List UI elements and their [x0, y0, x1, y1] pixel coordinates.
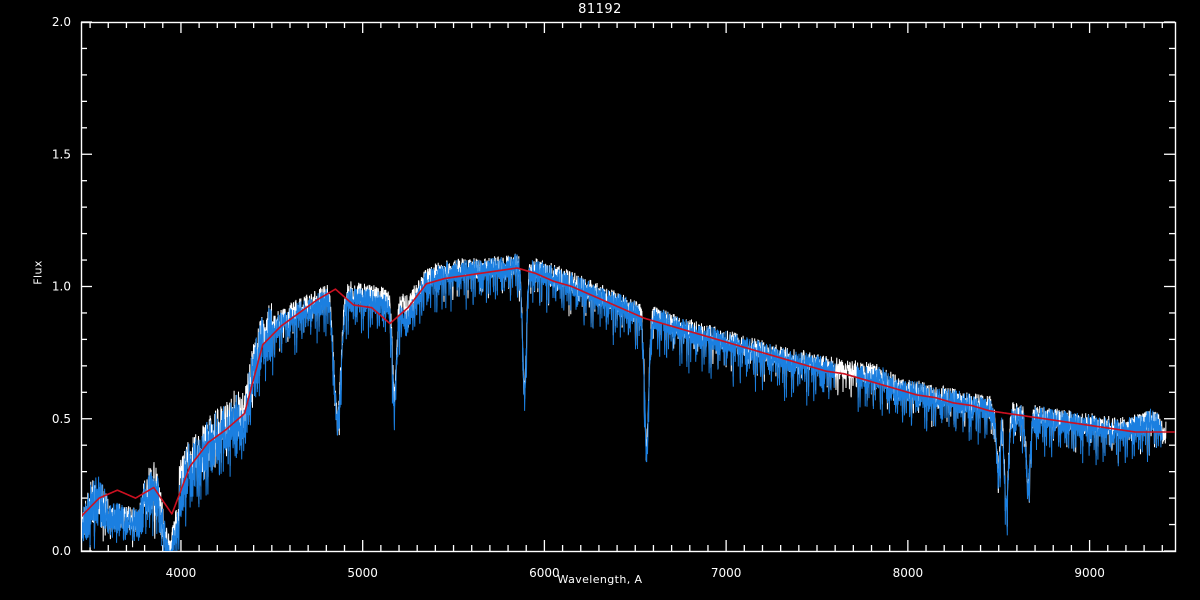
- plot-border: [80, 21, 1177, 553]
- tick-label: 7000: [711, 566, 742, 580]
- plot-frame: [80, 21, 1177, 553]
- x-axis-label: Wavelength, A: [557, 573, 643, 586]
- tick-label: 6000: [529, 566, 560, 580]
- tick-label: 0.5: [52, 412, 71, 426]
- tick-label: 2.0: [52, 15, 71, 29]
- spectrum-trace-model: [82, 253, 1163, 551]
- axis-ticks: [81, 21, 1175, 552]
- tick-label: 0.0: [52, 544, 71, 558]
- spectrum-trace-observed: [82, 253, 1167, 551]
- tick-label: 4000: [166, 566, 197, 580]
- tick-label: 5000: [347, 566, 378, 580]
- spectrum-trace-continuum: [82, 267, 1175, 517]
- tick-label: 8000: [893, 566, 924, 580]
- tick-label: 9000: [1074, 566, 1105, 580]
- axis-tick-labels: 4000 5000 6000 7000 8000 9000 0.0 0.5 1.0 1.5 2.0: [52, 15, 1105, 580]
- tick-label: 1.5: [52, 147, 71, 161]
- spectrum-traces: [82, 253, 1175, 551]
- page-title: 81192: [578, 2, 622, 17]
- tick-label: 1.0: [52, 280, 71, 294]
